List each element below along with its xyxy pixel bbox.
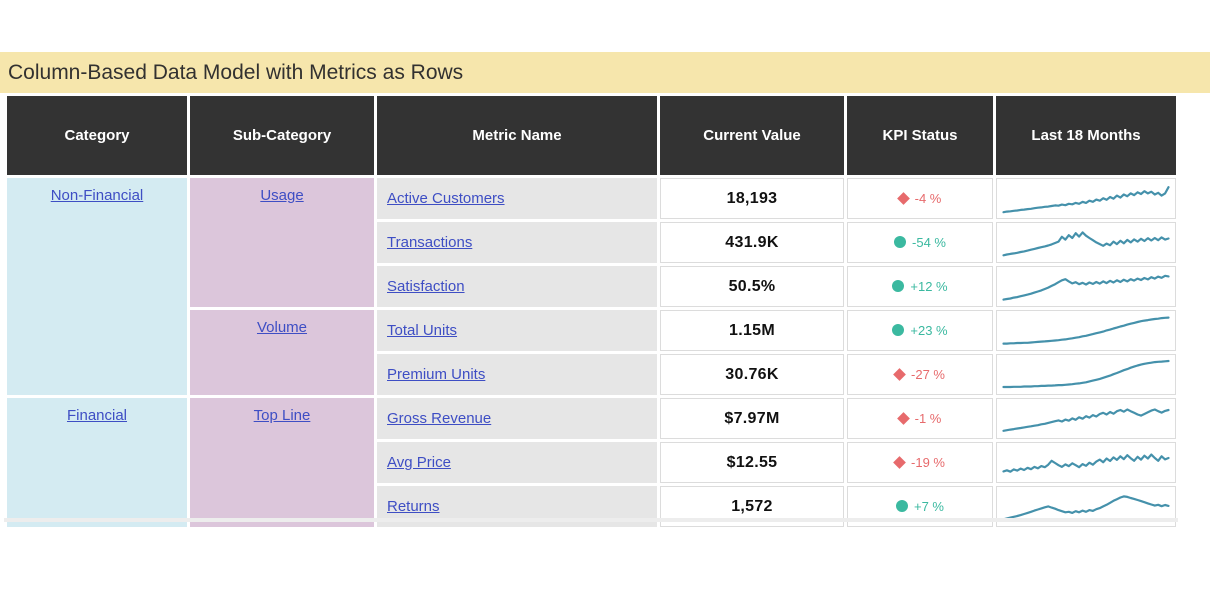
metric-link-premium-units[interactable]: Premium Units bbox=[387, 366, 486, 383]
category-cell-non-financial: Non-Financial bbox=[7, 178, 187, 395]
table-row: Non-Financial Usage Active Customers 18,193… bbox=[7, 178, 1176, 395]
kpi-change-label: +7 % bbox=[914, 499, 944, 514]
table-body: Non-Financial Usage Active Customers 18,193… bbox=[7, 178, 1176, 527]
subcategory-cell-top-line: Top Line bbox=[190, 398, 374, 527]
current-value-cell: $7.97M bbox=[660, 398, 844, 439]
sparkline-cell bbox=[996, 266, 1176, 307]
metric-link-active-customers[interactable]: Active Customers bbox=[387, 190, 505, 207]
metric-cell-gross-revenue: Gross Revenue bbox=[377, 398, 657, 439]
table-header: Category Sub-Category Metric Name Current V… bbox=[7, 96, 1176, 175]
subcategory-cell-volume: Volume bbox=[190, 310, 374, 395]
sparkline-chart bbox=[1002, 231, 1170, 257]
column-header-kpi-status[interactable]: KPI Status bbox=[847, 96, 993, 175]
metric-link-total-units[interactable]: Total Units bbox=[387, 322, 458, 339]
table-row: Transactions 431.9K -54 % bbox=[7, 222, 1176, 263]
kpi-diamond-icon bbox=[893, 456, 906, 469]
metrics-table: Category Sub-Category Metric Name Current V… bbox=[4, 93, 1179, 530]
sparkline-chart bbox=[1002, 453, 1170, 473]
sparkline-chart bbox=[1002, 186, 1170, 214]
sparkline-chart bbox=[1002, 274, 1170, 301]
metric-cell-total-units: Total Units bbox=[377, 310, 657, 351]
subcategory-cell-usage: Usage bbox=[190, 178, 374, 307]
kpi-diamond-icon bbox=[896, 192, 910, 205]
category-link-non-financial[interactable]: Non-Financial bbox=[50, 187, 144, 204]
metric-cell-premium-units: Premium Units bbox=[377, 354, 657, 395]
current-value-cell: $12.55 bbox=[660, 442, 844, 483]
metric-link-transactions[interactable]: Transactions bbox=[387, 234, 473, 251]
kpi-change-label: -4 % bbox=[914, 191, 942, 206]
metric-cell-active-customers: Active Customers bbox=[377, 178, 657, 219]
metric-link-avg-price[interactable]: Avg Price bbox=[387, 454, 451, 471]
kpi-change-label: +23 % bbox=[910, 323, 948, 338]
kpi-status-cell: -19 % bbox=[847, 442, 993, 483]
metric-link-gross-revenue[interactable]: Gross Revenue bbox=[387, 410, 492, 427]
sparkline-chart bbox=[1002, 359, 1170, 389]
kpi-change-label: +12 % bbox=[910, 279, 948, 294]
table-bottom-strip bbox=[4, 518, 1178, 522]
sparkline-chart bbox=[1002, 495, 1170, 521]
kpi-status-cell: -27 % bbox=[847, 354, 993, 395]
kpi-status-cell: -54 % bbox=[847, 222, 993, 263]
kpi-circle-icon bbox=[892, 324, 905, 336]
sparkline-cell bbox=[996, 178, 1176, 219]
table-row: Premium Units 30.76K -27 % bbox=[7, 354, 1176, 395]
current-value-cell: 18,193 bbox=[660, 178, 844, 219]
sparkline-cell bbox=[996, 310, 1176, 351]
kpi-status-cell: -4 % bbox=[847, 178, 993, 219]
kpi-status-cell: +23 % bbox=[847, 310, 993, 351]
metric-link-satisfaction[interactable]: Satisfaction bbox=[387, 278, 465, 295]
sparkline-cell bbox=[996, 222, 1176, 263]
column-header-category[interactable]: Category bbox=[7, 96, 187, 175]
sparkline-cell bbox=[996, 354, 1176, 395]
category-cell-financial: Financial bbox=[7, 398, 187, 527]
header-row: Category Sub-Category Metric Name Current V… bbox=[7, 96, 1176, 175]
kpi-status-cell: -1 % bbox=[847, 398, 993, 439]
sparkline-chart bbox=[1002, 408, 1170, 432]
kpi-status-cell: +12 % bbox=[847, 266, 993, 307]
kpi-change-label: -1 % bbox=[914, 411, 942, 426]
subcategory-link-volume[interactable]: Volume bbox=[256, 319, 308, 336]
kpi-circle-icon bbox=[896, 500, 908, 512]
current-value-cell: 1.15M bbox=[660, 310, 844, 351]
metric-cell-satisfaction: Satisfaction bbox=[377, 266, 657, 307]
kpi-diamond-icon bbox=[896, 412, 910, 425]
column-header-last-18-months[interactable]: Last 18 Months bbox=[996, 96, 1176, 175]
subcategory-link-top-line[interactable]: Top Line bbox=[253, 407, 311, 424]
metric-link-returns[interactable]: Returns bbox=[387, 498, 440, 515]
column-header-sub-category[interactable]: Sub-Category bbox=[190, 96, 374, 175]
kpi-diamond-icon bbox=[893, 368, 906, 381]
column-header-metric-name[interactable]: Metric Name bbox=[377, 96, 657, 175]
visual-title-bar: Column-Based Data Model with Metrics as … bbox=[0, 52, 1210, 93]
current-value-cell: 431.9K bbox=[660, 222, 844, 263]
current-value-cell: 30.76K bbox=[660, 354, 844, 395]
kpi-change-label: -19 % bbox=[911, 455, 945, 470]
column-header-current-value[interactable]: Current Value bbox=[660, 96, 844, 175]
kpi-circle-icon bbox=[894, 236, 907, 248]
metric-cell-avg-price: Avg Price bbox=[377, 442, 657, 483]
table-row: Avg Price $12.55 -19 % bbox=[7, 442, 1176, 483]
current-value-cell: 50.5% bbox=[660, 266, 844, 307]
table-row: Volume Total Units 1.15M +23 % bbox=[7, 310, 1176, 395]
sparkline-cell bbox=[996, 398, 1176, 439]
metric-cell-transactions: Transactions bbox=[377, 222, 657, 263]
sparkline-cell bbox=[996, 442, 1176, 483]
visual-title: Column-Based Data Model with Metrics as … bbox=[8, 60, 464, 84]
table-row: Financial Top Line Gross Revenue $7.97M -1 % bbox=[7, 398, 1176, 527]
table-row: Satisfaction 50.5% +12 % bbox=[7, 266, 1176, 307]
kpi-change-label: -54 % bbox=[912, 235, 946, 250]
sparkline-chart bbox=[1002, 316, 1170, 345]
subcategory-link-usage[interactable]: Usage bbox=[260, 187, 304, 204]
kpi-circle-icon bbox=[892, 280, 905, 292]
category-link-financial[interactable]: Financial bbox=[66, 407, 128, 424]
kpi-change-label: -27 % bbox=[911, 367, 945, 382]
